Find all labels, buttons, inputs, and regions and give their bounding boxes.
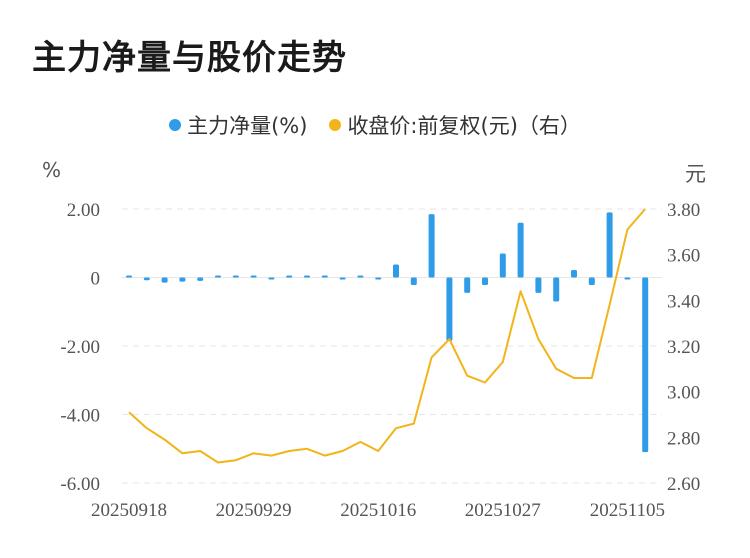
legend-label-net-flow: 主力净量(%): [187, 114, 308, 138]
net-flow-bar: [143, 277, 150, 281]
legend-item-net-flow[interactable]: 主力净量(%): [169, 110, 307, 140]
net-flow-bar: [357, 275, 364, 278]
net-flow-bar: [375, 277, 382, 280]
net-flow-bar: [286, 275, 293, 278]
net-flow-bar: [250, 275, 257, 278]
net-flow-bar: [571, 269, 577, 278]
net-flow-bar: [464, 277, 471, 293]
net-flow-bar: [482, 277, 488, 286]
left-tick-label: -6.00: [60, 474, 100, 495]
left-tick-label: -4.00: [60, 406, 100, 427]
net-flow-bar: [606, 212, 613, 278]
x-tick-label: 20250918: [91, 500, 167, 521]
x-tick-label: 20251105: [590, 500, 665, 521]
net-flow-bar: [553, 277, 560, 302]
right-tick-label: 3.40: [667, 291, 700, 312]
right-tick-label: 2.80: [667, 428, 700, 449]
net-flow-bar: [624, 277, 631, 280]
net-flow-bar: [161, 277, 168, 283]
net-flow-bar: [588, 277, 595, 286]
x-tick-label: 20251027: [465, 500, 541, 521]
net-flow-bar: [321, 275, 328, 278]
left-tick-label: 2.00: [67, 200, 100, 221]
right-tick-label: 3.60: [667, 246, 700, 267]
x-tick-label: 20250929: [216, 500, 292, 521]
right-tick-label: 3.80: [667, 200, 700, 221]
right-axis-unit: 元: [685, 162, 706, 186]
right-tick-label: 2.60: [667, 474, 700, 495]
net-flow-bar: [215, 275, 221, 278]
net-flow-bar: [535, 277, 542, 293]
net-flow-bar: [410, 277, 417, 286]
legend-dot-blue: [169, 119, 182, 131]
chart-title: 主力净量与股价走势: [32, 38, 347, 78]
left-tick-label: 0: [91, 269, 101, 290]
left-axis-unit: %: [42, 158, 62, 182]
net-flow-bar: [517, 222, 524, 278]
net-flow-bar: [499, 253, 506, 278]
price-line: [128, 208, 646, 464]
net-flow-bar: [268, 277, 275, 280]
net-flow-bar: [197, 277, 204, 281]
legend-item-price[interactable]: 收盘价:前复权(元)（右）: [329, 110, 581, 140]
net-flow-bar: [393, 264, 399, 278]
legend-label-price: 收盘价:前复权(元)（右）: [347, 114, 581, 138]
legend-dot-yellow: [329, 119, 342, 131]
legend: 主力净量(%) 收盘价:前复权(元)（右）: [0, 110, 750, 140]
right-tick-label: 3.00: [667, 383, 700, 404]
left-tick-label: -2.00: [60, 337, 100, 358]
net-flow-bar: [304, 275, 310, 278]
x-tick-label: 20251016: [340, 500, 416, 521]
net-flow-bar: [232, 275, 239, 278]
net-flow-bar: [126, 275, 132, 278]
net-flow-bar: [446, 277, 453, 341]
net-flow-bar: [428, 214, 435, 278]
net-flow-bar: [179, 277, 186, 282]
right-tick-label: 3.20: [667, 337, 700, 358]
net-flow-bar: [339, 277, 346, 280]
net-flow-bar: [642, 277, 649, 453]
